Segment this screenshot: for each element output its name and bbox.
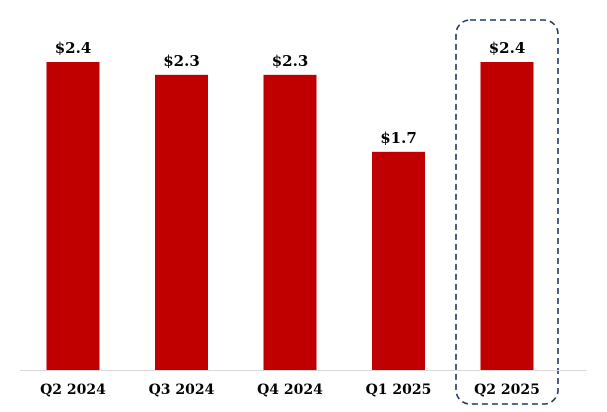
- bar-q1-2025: [372, 151, 425, 370]
- bar-q3-2024: [155, 74, 208, 370]
- data-label-q1-2025: $1.7: [380, 129, 417, 147]
- bar-q2-2024: [46, 62, 100, 370]
- x-tick-label-q3-2024: Q3 2024: [149, 382, 215, 398]
- data-label-q2-2025: $2.4: [489, 39, 526, 57]
- x-tick-label-q2-2024: Q2 2024: [40, 382, 106, 398]
- x-tick-label-q4-2024: Q4 2024: [257, 382, 323, 398]
- bar-q2-2025: [480, 62, 534, 370]
- data-label-q3-2024: $2.3: [163, 52, 200, 70]
- x-tick-label-q2-2025: Q2 2025: [474, 382, 540, 398]
- highlight-box-q2-2025: [455, 19, 559, 405]
- data-label-q4-2024: $2.3: [272, 52, 309, 70]
- bar-q4-2024: [263, 74, 317, 370]
- x-tick-label-q1-2025: Q1 2025: [366, 382, 432, 398]
- data-label-q2-2024: $2.4: [55, 39, 92, 57]
